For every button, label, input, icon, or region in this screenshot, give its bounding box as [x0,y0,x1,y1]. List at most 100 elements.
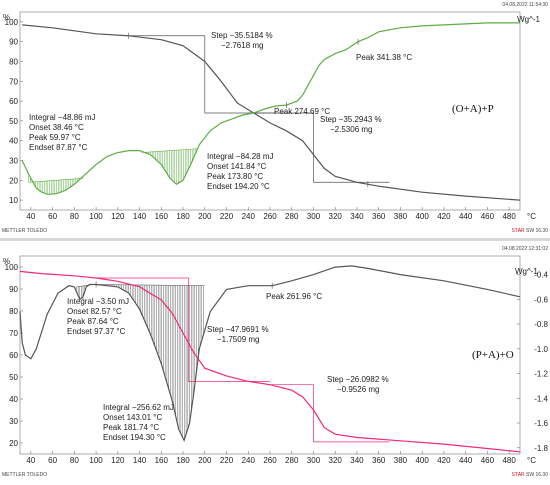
x-tick-label: 360 [372,212,386,221]
series-line-tg [22,24,521,201]
annotation-integral-1: Integral −48.86 mJ Onset 38.46 °C Peak 5… [29,113,98,152]
annotation-step-2: Step −26.0982 % −0.9526 mg [327,375,391,394]
x-tick-label: 120 [111,456,125,465]
right-y-tick-labels: -0.4 -0.6 -0.8 -1.0 -1.2 -1.4 -1.6 -1.8 [517,271,549,453]
y-unit: % [3,257,10,266]
footer-left: METTLER TOLEDO [2,228,47,234]
x-tick-label: 440 [459,212,473,221]
y-tick-label: 10 [9,196,18,205]
y-tick-label: 30 [9,417,18,426]
x-tick-label: 380 [394,212,408,221]
step-marker [96,277,270,382]
footer-right: STAR SW 16.30 [512,472,549,478]
x-tick-label: 200 [198,212,212,221]
chart-svg-bottom: 04.08.2022 12:31:02 20 30 40 50 60 70 80 90 100%… [2,246,549,478]
annotation-peak-341: Peak 341.38 °C [356,53,412,62]
x-tick-label: 300 [307,456,321,465]
y-right-tick-label: -0.6 [534,295,548,304]
y-tick-label: 40 [9,137,18,146]
y-tick-label: 20 [9,176,18,185]
y-tick-label: 70 [9,329,18,338]
y-tick-label: 40 [9,395,18,404]
step-markers [96,277,390,443]
step-markers [128,35,390,183]
x-tick-label: 40 [26,456,35,465]
y-right-tick-label: -1.4 [534,394,548,403]
integration-hatch [76,284,205,440]
y-tick-labels: 10 20 30 40 50 60 70 80 90 100% [3,13,23,205]
chart-panel-bottom: 04.08.2022 12:31:02 20 30 40 50 60 70 80 90 100%… [0,244,550,480]
x-tick-label: 140 [133,456,147,465]
annotation-step-1: Step −47.9691 % −1.7509 mg [207,325,271,344]
sample-label: (P+A)+O [472,349,514,361]
step-marker [267,384,390,443]
x-tick-label: 100 [89,456,103,465]
timestamp: 04.08.2022 12:31:02 [502,246,548,252]
integration-baseline [93,284,205,286]
x-tick-label: 60 [48,212,57,221]
annotation-step-1: Step −35.5184 % −2.7618 mg [211,31,275,50]
unit-label-right: Wg^-1 [515,267,538,276]
y-tick-label: 80 [9,307,18,316]
series-layer [19,265,521,453]
y-tick-label: 70 [9,77,18,86]
y-right-tick-label: -1.2 [534,370,548,379]
series-layer [21,22,521,201]
panel-divider [0,238,550,241]
y-tick-label: 30 [9,157,18,166]
x-tick-label: 320 [329,212,343,221]
x-tick-label: 400 [415,212,429,221]
x-tick-label: 180 [176,212,190,221]
x-tick-label: 320 [329,456,343,465]
x-unit: °C [527,456,536,465]
x-tick-label: 260 [263,212,277,221]
annotation-integral-2: Integral −256.62 mJ Onset 143.01 °C Peak… [103,403,176,442]
sample-label: (O+A)+P [452,103,494,115]
chart-svg-top: 04.08.2022 11:54:30 10203040506070809010… [2,2,548,234]
x-tick-label: 160 [155,212,169,221]
x-tick-label: 40 [26,212,35,221]
x-tick-label: 260 [263,456,277,465]
y-tick-labels: 20 30 40 50 60 70 80 90 100% [3,257,23,448]
y-tick-label: 60 [9,97,18,106]
y-tick-label: 50 [9,117,18,126]
y-tick-label: 60 [9,351,18,360]
x-tick-label: 480 [502,212,516,221]
x-tick-label: 280 [285,456,299,465]
x-tick-label: 380 [394,456,408,465]
integration-baseline [28,178,84,183]
x-tick-label: 420 [437,456,451,465]
x-tick-label: 300 [307,212,321,221]
x-tick-label: 460 [481,456,495,465]
y-tick-label: 20 [9,439,18,448]
y-right-tick-label: -0.8 [534,320,548,329]
series-line-tg [19,270,521,453]
y-unit: % [3,13,10,22]
x-tick-label: 120 [111,212,125,221]
timestamp: 04.08.2022 11:54:30 [502,2,548,8]
step-marker [248,112,390,183]
annotation-integral-1: Integral −3.50 mJ Onset 82.57 °C Peak 87… [67,297,131,336]
x-tick-labels: 40 60 80 100 120 140 160 180 200 220 240 260 280 300 3… [26,451,536,465]
x-tick-label: 460 [481,212,495,221]
annotation-step-2: Step −35.2943 % −2.5306 mg [320,115,384,134]
x-tick-label: 360 [372,456,386,465]
x-tick-label: 80 [70,456,79,465]
y-right-tick-label: -1.0 [534,345,548,354]
x-tick-label: 240 [242,212,256,221]
x-tick-label: 160 [155,456,169,465]
x-tick-label: 220 [220,456,234,465]
y-tick-label: 100 [5,18,19,27]
unit-label-right: Wg^-1 [517,15,540,24]
integration-hatch [28,148,199,195]
y-tick-label: 100 [5,263,19,272]
y-tick-label: 80 [9,58,18,67]
integration-baseline [141,148,199,153]
x-tick-label: 180 [176,456,190,465]
footer-left: METTLER TOLEDO [2,472,47,478]
x-tick-label: 60 [48,456,57,465]
x-tick-labels: 40 60 80 100 120 140 160 180 200 220 240 260 280 300 3… [26,207,536,221]
step-marker [128,35,281,114]
y-tick-label: 90 [9,38,18,47]
series-line-dsc [21,22,520,195]
